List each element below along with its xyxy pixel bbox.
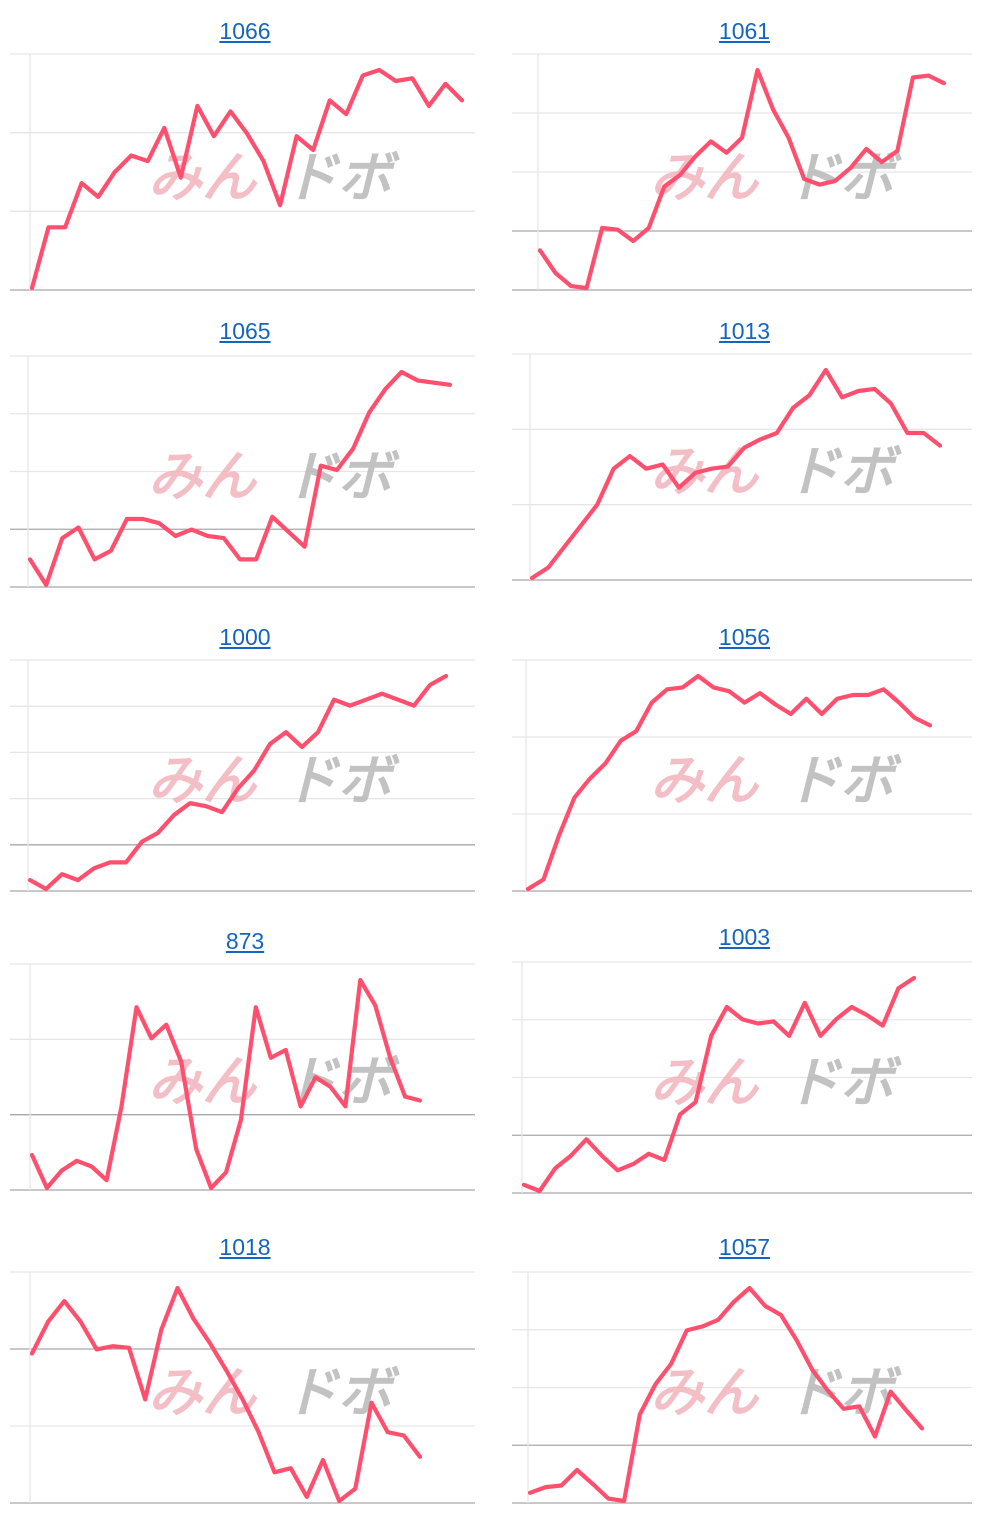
series-line bbox=[29, 1285, 423, 1504]
chart-title-link[interactable]: 1003 bbox=[718, 924, 771, 950]
chart-panel: 873 みん ドボ bbox=[10, 924, 480, 1198]
chart-panel: 1065 みん ドボ bbox=[10, 314, 480, 595]
watermark-logo: みん ドボ bbox=[148, 1050, 400, 1113]
watermark-left: みん bbox=[650, 749, 760, 812]
chart-title: 1066 bbox=[10, 14, 480, 48]
chart-panel: 1061 みん ドボ bbox=[512, 14, 977, 298]
watermark-right: ドボ bbox=[284, 146, 400, 209]
chart-title-link[interactable]: 873 bbox=[225, 928, 265, 954]
chart-plot: みん ドボ bbox=[512, 353, 972, 581]
watermark-logo: みん ドボ bbox=[148, 146, 400, 209]
watermark-left: みん bbox=[148, 1050, 258, 1113]
chart-title-link[interactable]: 1065 bbox=[219, 318, 271, 344]
chart-title-link[interactable]: 1057 bbox=[718, 1234, 771, 1260]
watermark-left: みん bbox=[148, 1361, 258, 1424]
chart-title-link[interactable]: 1000 bbox=[219, 624, 271, 650]
chart-title-link[interactable]: 1066 bbox=[219, 18, 271, 44]
watermark-right: ドボ bbox=[284, 445, 400, 508]
watermark-right: ドボ bbox=[284, 749, 400, 812]
watermark-right: ドボ bbox=[786, 1051, 902, 1114]
chart-title: 1003 bbox=[512, 920, 977, 954]
watermark-logo: みん ドボ bbox=[148, 1361, 400, 1424]
chart-title: 1056 bbox=[512, 620, 977, 654]
watermark-logo: みん ドボ bbox=[650, 749, 902, 812]
chart-title: 873 bbox=[10, 924, 480, 958]
chart-title-link[interactable]: 1013 bbox=[718, 318, 771, 344]
chart-title: 1057 bbox=[512, 1230, 977, 1264]
watermark-left: みん bbox=[650, 1361, 760, 1424]
chart-plot: みん ドボ bbox=[10, 963, 475, 1191]
chart-plot: みん ドボ bbox=[512, 961, 972, 1194]
chart-title: 1013 bbox=[512, 314, 977, 348]
chart-panel: 1056 みん ドボ bbox=[512, 620, 977, 899]
chart-plot: みん ドボ bbox=[512, 659, 972, 892]
watermark-left: みん bbox=[148, 146, 258, 209]
watermark-logo: みん ドボ bbox=[650, 440, 902, 503]
chart-title: 1065 bbox=[10, 314, 480, 348]
watermark-logo: みん ドボ bbox=[148, 445, 400, 508]
series-line bbox=[29, 977, 423, 1191]
chart-title: 1018 bbox=[10, 1230, 480, 1264]
watermark-left: みん bbox=[148, 445, 258, 508]
chart-title-link[interactable]: 1018 bbox=[219, 1234, 271, 1260]
chart-title: 1061 bbox=[512, 14, 977, 48]
chart-panel: 1018 みん ドボ bbox=[10, 1230, 480, 1511]
chart-plot: みん ドボ bbox=[10, 355, 475, 588]
chart-plot: みん ドボ bbox=[10, 53, 475, 291]
watermark-logo: みん ドボ bbox=[650, 146, 902, 209]
chart-title-link[interactable]: 1061 bbox=[718, 18, 771, 44]
watermark-left: みん bbox=[650, 146, 760, 209]
watermark-logo: みん ドボ bbox=[148, 749, 400, 812]
series-line bbox=[529, 367, 943, 581]
chart-plot: みん ドボ bbox=[10, 659, 475, 892]
chart-panel: 1000 みん ドボ bbox=[10, 620, 480, 899]
chart-plot: みん ドボ bbox=[10, 1271, 475, 1504]
chart-panel: 1066 みん ドボ bbox=[10, 14, 480, 298]
chart-panel: 1057 みん ドボ bbox=[512, 1230, 977, 1511]
series-line bbox=[29, 67, 465, 291]
series-line bbox=[27, 369, 453, 588]
series-line bbox=[521, 975, 917, 1194]
watermark-logo: みん ドボ bbox=[650, 1051, 902, 1114]
series-line bbox=[527, 1285, 925, 1504]
watermark-left: みん bbox=[148, 749, 258, 812]
chart-plot: みん ドボ bbox=[512, 1271, 972, 1504]
chart-title: 1000 bbox=[10, 620, 480, 654]
watermark-right: ドボ bbox=[786, 749, 902, 812]
chart-title-link[interactable]: 1056 bbox=[718, 624, 771, 650]
watermark-right: ドボ bbox=[284, 1361, 400, 1424]
series-line bbox=[27, 673, 449, 892]
chart-panel: 1003 みん ドボ bbox=[512, 920, 977, 1201]
watermark-right: ドボ bbox=[786, 440, 902, 503]
series-line bbox=[537, 67, 947, 291]
watermark-logo: みん ドボ bbox=[650, 1361, 902, 1424]
series-line bbox=[525, 673, 933, 892]
chart-panel: 1013 みん ドボ bbox=[512, 314, 977, 588]
chart-plot: みん ドボ bbox=[512, 53, 972, 291]
